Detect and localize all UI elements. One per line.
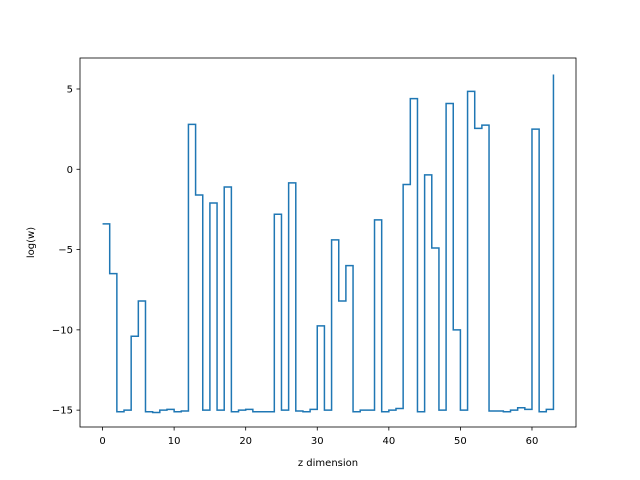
x-axis: 0 10 20 30 40 50 60 [99, 427, 538, 447]
y-tick-label: 5 [67, 84, 73, 95]
y-tick-label: −15 [52, 406, 73, 417]
y-axis-label: log(w) [26, 227, 37, 258]
plot-area [102, 74, 555, 414]
x-tick-label: 10 [168, 436, 181, 447]
axes-frame [79, 57, 577, 428]
y-tick-label: 0 [67, 165, 73, 176]
x-tick-label: 30 [311, 436, 324, 447]
x-tick-label: 60 [526, 436, 539, 447]
series-line-0 [102, 74, 555, 414]
x-tick-label: 40 [382, 436, 395, 447]
x-tick-label: 20 [239, 436, 252, 447]
y-tick-label: −5 [58, 245, 73, 256]
y-tick-label: −10 [52, 325, 73, 336]
x-tick-label: 50 [454, 436, 467, 447]
x-tick-label: 0 [99, 436, 105, 447]
x-axis-label: z dimension [298, 458, 358, 469]
y-axis: −15 −10 −5 0 5 [52, 84, 80, 417]
